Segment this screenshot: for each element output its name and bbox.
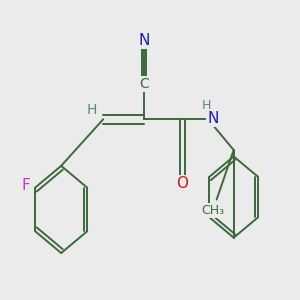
Text: F: F [21, 178, 30, 193]
Text: N: N [208, 111, 219, 126]
Text: CH₃: CH₃ [202, 204, 225, 217]
Text: N: N [139, 32, 150, 47]
Text: H: H [202, 99, 211, 112]
Text: C: C [139, 76, 149, 91]
Text: O: O [176, 176, 188, 191]
Text: H: H [87, 103, 98, 117]
